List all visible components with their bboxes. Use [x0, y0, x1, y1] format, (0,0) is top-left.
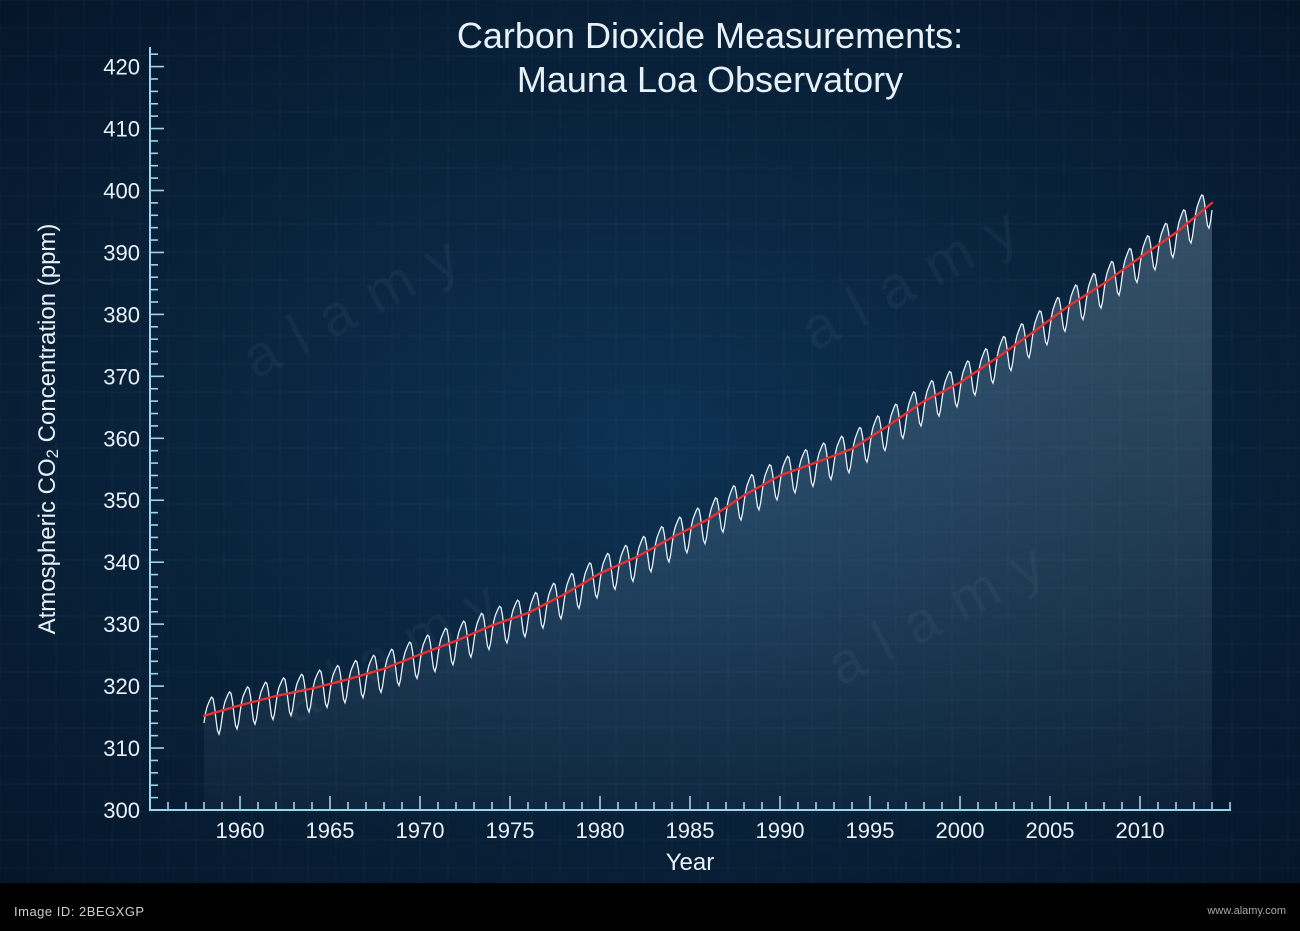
chart-title-line1: Carbon Dioxide Measurements:	[457, 15, 963, 56]
ytick-label: 380	[103, 302, 140, 327]
xtick-label: 1995	[846, 818, 895, 843]
ytick-label: 320	[103, 674, 140, 699]
xtick-label: 1970	[396, 818, 445, 843]
xtick-label: 1985	[666, 818, 715, 843]
ytick-label: 340	[103, 550, 140, 575]
ytick-label: 360	[103, 426, 140, 451]
ytick-label: 410	[103, 117, 140, 142]
xtick-label: 1960	[216, 818, 265, 843]
xtick-label: 2010	[1116, 818, 1165, 843]
xtick-label: 1980	[576, 818, 625, 843]
xtick-label: 1975	[486, 818, 535, 843]
ytick-label: 370	[103, 364, 140, 389]
chart-stage: 300 310 320 330 340 350 360 370 380 390 400 410 420 1…	[0, 0, 1300, 931]
xtick-label: 2000	[936, 818, 985, 843]
ytick-label: 300	[103, 798, 140, 823]
xtick-label: 1965	[306, 818, 355, 843]
chart-svg: 300 310 320 330 340 350 360 370 380 390 400 410 420 1…	[0, 0, 1300, 931]
ytick-label: 420	[103, 55, 140, 80]
ytick-label: 400	[103, 178, 140, 203]
y-axis-label: Atmospheric CO2 Concentration (ppm)	[34, 224, 62, 635]
xtick-label: 2005	[1026, 818, 1075, 843]
ytick-label: 390	[103, 240, 140, 265]
ytick-label: 350	[103, 488, 140, 513]
ytick-label: 330	[103, 612, 140, 637]
x-axis-label: Year	[666, 849, 715, 876]
ytick-label: 310	[103, 736, 140, 761]
chart-title-line2: Mauna Loa Observatory	[517, 59, 903, 100]
xtick-label: 1990	[756, 818, 805, 843]
